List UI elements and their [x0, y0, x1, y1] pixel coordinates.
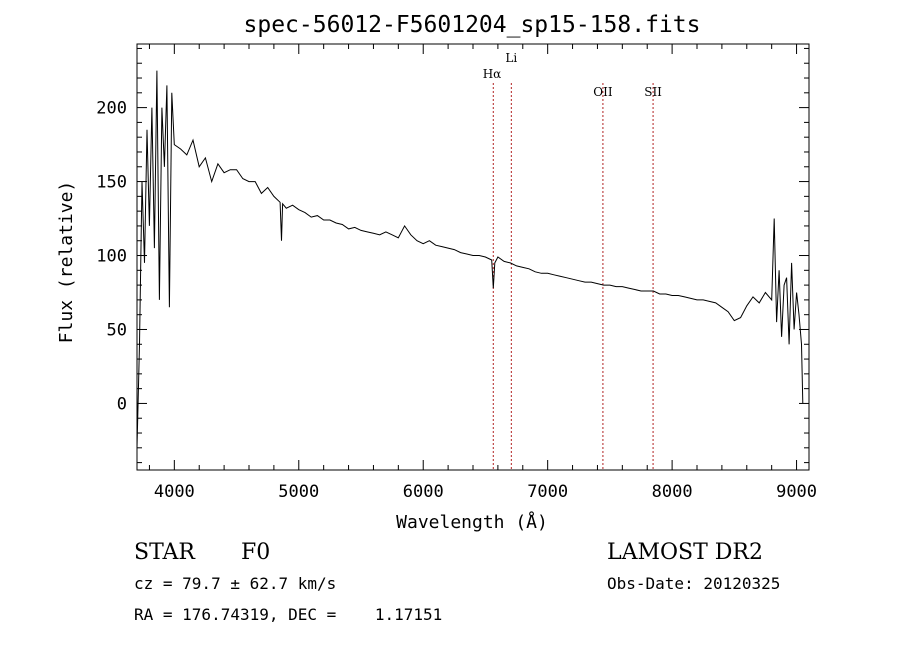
object-class: STAR [134, 540, 195, 565]
y-tick-label: 50 [107, 320, 127, 340]
object-subclass: F0 [241, 540, 271, 565]
x-tick-label: 8000 [652, 482, 693, 502]
x-axis-label: Wavelength (Å) [396, 511, 548, 533]
y-tick-label: 0 [117, 394, 127, 414]
chart-title: spec-56012-F5601204_sp15-158.fits [244, 12, 701, 38]
x-tick-label: 9000 [776, 482, 817, 502]
x-tick-label: 5000 [278, 482, 319, 502]
spectrum-series-line [136, 70, 804, 448]
redshift-text: cz = 79.7 ± 62.7 km/s [134, 574, 337, 593]
reference-line-label: Li [505, 51, 517, 65]
reference-line-label: OII [593, 85, 613, 99]
y-tick-label: 200 [96, 99, 127, 119]
reference-line-label: Hα [483, 67, 502, 81]
survey-name: LAMOST DR2 [607, 540, 763, 565]
reference-line-label: SII [644, 85, 662, 99]
x-tick-label: 7000 [527, 482, 568, 502]
observation-date: Obs-Date: 20120325 [607, 574, 781, 593]
plot-frame [136, 43, 810, 471]
axis-ticks: 4000 5000 6000 7000 8000 9000 0 50 100 150 200 [96, 44, 817, 502]
coordinates-text: RA = 176.74319, DEC = 1.17151 [134, 605, 443, 624]
y-tick-label: 100 [96, 247, 127, 267]
y-tick-label: 150 [96, 173, 127, 193]
y-axis-label: Flux (relative) [56, 181, 77, 344]
x-tick-label: 4000 [154, 482, 195, 502]
x-tick-label: 6000 [403, 482, 444, 502]
